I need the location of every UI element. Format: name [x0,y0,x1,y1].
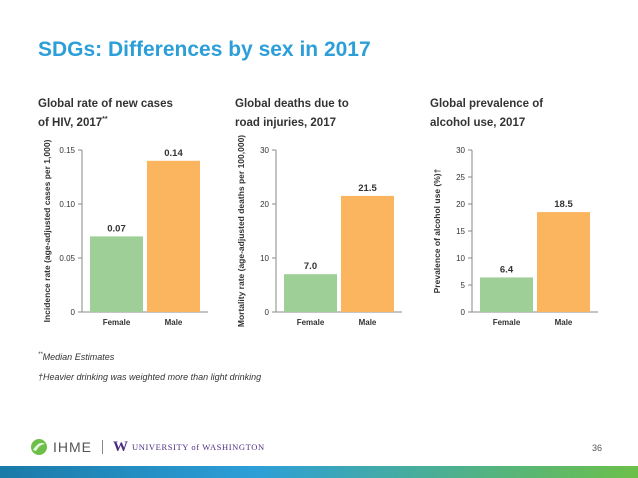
uw-logo-icon: W [113,438,128,455]
chart-alcohol-prevalence: 0 5 10 15 20 25 30 Prevalence of alcohol use (%… [432,146,598,327]
x-category-label: Female [297,318,325,327]
uw-logo-text: UNIVERSITY of WASHINGTON [132,442,265,452]
y-axis-label: Mortality rate (age-adjusted deaths per … [236,135,246,327]
footnote-median-mark: ** [38,352,43,358]
chart-1-title-line2: of HIV, 2017 [38,116,103,129]
y-tick-label: 0.15 [59,146,75,155]
slide-title: SDGs: Differences by sex in 2017 [38,38,371,61]
bar-female [284,274,337,312]
y-tick-label: 30 [456,146,465,155]
bar-male [341,195,394,312]
page-number: 36 [591,443,602,453]
bar-value-label: 21.5 [358,183,377,194]
chart-1-title-mark: ** [102,116,108,123]
chart-3-title: Global prevalence of alcohol use, 2017 [430,97,543,131]
footnote-median-text: Median Estimates [42,352,115,362]
y-tick-label: 0.05 [59,254,75,263]
bar-value-label: 0.07 [107,223,126,234]
bar-female [90,236,143,312]
chart-3-title-line2: alcohol use, 2017 [430,116,526,129]
chart-2-title-line1: Global deaths due to [235,98,349,110]
bar-value-label: 7.0 [304,261,317,272]
y-tick-label: 30 [260,146,269,155]
ihme-logo-icon [31,439,47,455]
y-tick-label: 20 [260,200,269,209]
chart-1-title-line1: Global rate of new cases [38,98,173,110]
bar-male [537,212,590,312]
y-tick-label: 0 [265,308,270,317]
x-category-label: Female [493,318,521,327]
y-tick-label: 10 [456,254,465,263]
footnote-median: **Median Estimates [38,352,114,362]
y-tick-label: 0 [461,308,466,317]
y-tick-label: 10 [260,254,269,263]
bar-male [147,160,200,312]
chart-hiv-incidence: 0 0.05 0.10 0.15 Incidence rate (age-adjuste… [42,139,208,327]
chart-road-injury-mortality: 0 10 20 30 Mortality rate (age-adjusted deat… [236,135,402,327]
footer-bar [0,466,638,478]
y-axis-label: Prevalence of alcohol use (%)† [432,168,442,293]
chart-2-title-line2: road injuries, 2017 [235,116,336,129]
y-axis-label: Incidence rate (age-adjusted cases per 1… [42,139,52,322]
x-category-label: Male [555,318,573,327]
x-category-label: Male [359,318,377,327]
chart-3-title-line1: Global prevalence of [430,98,544,110]
y-tick-label: 15 [456,227,465,236]
y-tick-label: 0.10 [59,200,75,209]
footnote-drinking: †Heavier drinking was weighted more than… [38,372,262,382]
chart-2-title: Global deaths due to road injuries, 2017 [235,97,349,131]
bar-value-label: 18.5 [554,199,573,210]
logo-divider [102,440,103,454]
bar-value-label: 6.4 [500,264,514,275]
y-tick-label: 5 [461,281,466,290]
bar-female [480,277,533,312]
y-tick-label: 25 [456,173,465,182]
chart-1-title: Global rate of new cases of HIV, 2017** [38,97,173,131]
x-category-label: Male [165,318,183,327]
x-category-label: Female [103,318,131,327]
y-tick-label: 20 [456,200,465,209]
ihme-logo-text: IHME [53,439,92,455]
footer-logos: IHME W UNIVERSITY of WASHINGTON [30,437,265,457]
bar-value-label: 0.14 [164,148,183,159]
y-tick-label: 0 [71,308,76,317]
